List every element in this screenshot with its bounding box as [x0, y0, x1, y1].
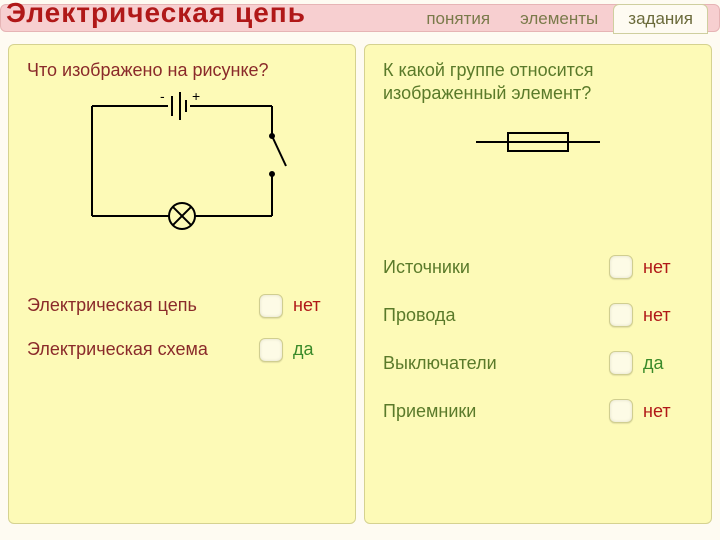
right-question-text: К какой группе относится изображенный эл… [383, 59, 693, 104]
right-option-answer-2: да [643, 353, 693, 374]
right-option-row: Источники нет [383, 243, 693, 291]
left-option-label-0: Электрическая цепь [27, 295, 259, 316]
right-option-label-2: Выключатели [383, 353, 609, 374]
right-option-label-1: Провода [383, 305, 609, 326]
right-option-label-3: Приемники [383, 401, 609, 422]
left-option-checkbox-0[interactable] [259, 294, 283, 318]
right-question-panel: К какой группе относится изображенный эл… [364, 44, 712, 524]
right-options: Источники нет Провода нет Выключатели да… [383, 243, 693, 435]
battery-minus-label: - [160, 88, 165, 104]
left-option-answer-1: да [293, 339, 337, 360]
right-option-row: Выключатели да [383, 339, 693, 387]
circuit-schematic-icon: - + [72, 88, 292, 238]
left-option-label-1: Электрическая схема [27, 339, 259, 360]
tab-elements[interactable]: элементы [505, 4, 613, 34]
left-option-row: Электрическая схема да [27, 338, 337, 362]
fuse-symbol-icon [468, 122, 608, 162]
left-diagram: - + [27, 88, 337, 238]
right-option-checkbox-0[interactable] [609, 255, 633, 279]
right-option-label-0: Источники [383, 257, 609, 278]
right-option-checkbox-1[interactable] [609, 303, 633, 327]
right-diagram [383, 122, 693, 162]
left-option-checkbox-1[interactable] [259, 338, 283, 362]
right-option-answer-1: нет [643, 305, 693, 326]
right-option-answer-0: нет [643, 257, 693, 278]
header: Электрическая цепь понятия элементы зада… [0, 0, 720, 40]
left-options: Электрическая цепь нет Электрическая схе… [27, 294, 337, 362]
battery-plus-label: + [192, 88, 200, 104]
tab-concepts[interactable]: понятия [411, 4, 505, 34]
left-question-panel: Что изображено на рисунке? [8, 44, 356, 524]
right-option-checkbox-3[interactable] [609, 399, 633, 423]
right-option-row: Провода нет [383, 291, 693, 339]
left-option-answer-0: нет [293, 295, 337, 316]
right-option-answer-3: нет [643, 401, 693, 422]
right-option-checkbox-2[interactable] [609, 351, 633, 375]
tab-bar: понятия элементы задания [411, 4, 708, 34]
left-option-row: Электрическая цепь нет [27, 294, 337, 318]
main-area: Что изображено на рисунке? [0, 40, 720, 534]
tab-tasks[interactable]: задания [613, 4, 708, 34]
right-option-row: Приемники нет [383, 387, 693, 435]
page-title: Электрическая цепь [6, 0, 306, 29]
left-question-text: Что изображено на рисунке? [27, 59, 337, 82]
